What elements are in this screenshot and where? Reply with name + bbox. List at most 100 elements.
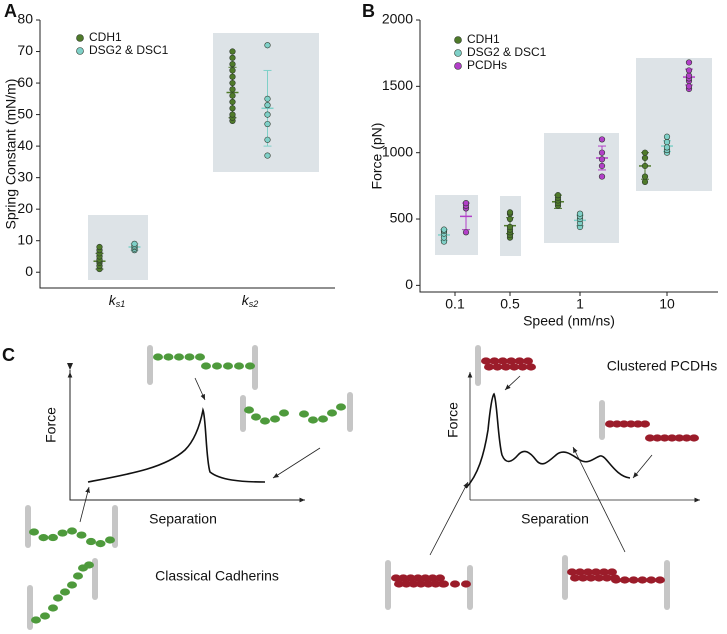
domain — [628, 576, 639, 584]
data-point — [554, 192, 562, 199]
data-point — [440, 226, 448, 233]
domain — [398, 574, 409, 582]
data-point — [641, 162, 649, 170]
pointer — [632, 454, 653, 479]
domain — [645, 434, 655, 442]
data-point — [685, 83, 693, 90]
domain — [336, 403, 346, 411]
domain — [67, 581, 77, 589]
pointer — [194, 377, 206, 401]
data-point — [229, 92, 236, 99]
domain — [461, 580, 471, 588]
domain — [391, 574, 401, 582]
domain — [586, 574, 596, 582]
domain — [570, 574, 580, 582]
panel-label: B — [362, 1, 375, 21]
domain — [578, 574, 588, 582]
domain — [416, 580, 426, 588]
domain — [489, 357, 500, 365]
domain — [245, 362, 255, 370]
axis — [67, 363, 305, 501]
domain — [201, 362, 211, 370]
y-tick-label: 500 — [390, 210, 414, 226]
x-tick-label: 1 — [576, 296, 584, 312]
data-point — [229, 111, 236, 118]
membrane — [25, 505, 31, 548]
domain — [481, 357, 491, 365]
membrane — [252, 345, 258, 390]
x-tick-label: ks1 — [109, 292, 126, 310]
x-tick-label: 0.1 — [445, 296, 465, 312]
domain — [318, 415, 328, 423]
y-tick-label: 2000 — [382, 11, 413, 27]
data-point — [229, 73, 236, 80]
domain — [526, 363, 536, 371]
domain — [667, 434, 677, 442]
domain — [652, 434, 663, 442]
legend-label: DSG2 & DSC1 — [467, 45, 547, 59]
domain — [212, 362, 222, 370]
domain — [567, 568, 577, 576]
legend-marker — [76, 47, 84, 55]
data-point — [598, 173, 606, 180]
caption: Clustered PCDHs — [607, 358, 717, 374]
panel-label: C — [2, 345, 15, 365]
data-point — [506, 209, 514, 216]
data-point — [506, 215, 514, 223]
data-point — [641, 149, 649, 156]
data-point — [663, 133, 671, 140]
domain — [408, 580, 419, 588]
data-point — [264, 95, 271, 102]
domain — [184, 353, 195, 361]
data-point — [506, 223, 514, 231]
data-point — [685, 72, 693, 79]
force-curve — [87, 407, 266, 483]
domain — [689, 434, 699, 442]
domain — [73, 572, 83, 580]
domain — [48, 533, 58, 542]
domain — [509, 363, 520, 371]
y-tick-label: 80 — [17, 11, 33, 27]
data-point — [576, 210, 584, 217]
legend-label: DSG2 & DSC1 — [89, 43, 169, 57]
data-point — [229, 86, 236, 93]
domain — [583, 568, 593, 576]
domain — [195, 353, 205, 361]
domain — [67, 527, 77, 535]
domain — [174, 353, 184, 361]
data-point — [663, 144, 671, 151]
domain — [29, 528, 39, 536]
domain — [279, 409, 289, 417]
domain — [637, 576, 648, 584]
domain — [84, 561, 94, 569]
domain — [60, 588, 70, 596]
domain — [681, 434, 692, 442]
y-tick-label: 50 — [17, 105, 33, 121]
domain — [251, 413, 261, 421]
y-tick-label: 10 — [17, 231, 33, 247]
domain — [575, 568, 585, 576]
domain — [105, 536, 115, 544]
y-tick-label: 1500 — [382, 77, 413, 93]
domain — [234, 362, 244, 370]
domain — [57, 529, 68, 537]
y-label: Spring Constant (mN/m) — [3, 79, 19, 230]
domain — [655, 576, 665, 584]
data-point — [264, 111, 271, 118]
membrane — [664, 560, 670, 610]
data-point — [598, 136, 606, 143]
membrane — [562, 555, 568, 600]
legend-marker — [454, 49, 462, 57]
data-point — [229, 61, 236, 68]
domain — [626, 420, 636, 428]
domain — [95, 540, 106, 548]
domain — [497, 357, 508, 365]
domain — [492, 363, 503, 371]
axis — [419, 20, 718, 293]
data-point — [229, 54, 236, 61]
domain — [506, 357, 517, 365]
data-point — [598, 156, 606, 163]
data-point — [264, 136, 271, 143]
data-point — [641, 178, 649, 185]
domain — [40, 612, 50, 620]
